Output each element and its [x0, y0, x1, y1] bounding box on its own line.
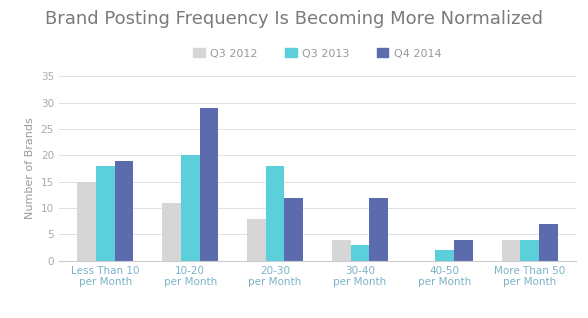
Legend: Q3 2012, Q3 2013, Q4 2014: Q3 2012, Q3 2013, Q4 2014 — [189, 44, 446, 63]
Bar — [350, 245, 369, 261]
Bar — [162, 203, 181, 261]
Bar — [332, 240, 350, 261]
Bar — [181, 156, 199, 261]
Bar — [369, 197, 388, 261]
Y-axis label: Number of Brands: Number of Brands — [25, 118, 35, 219]
Bar — [539, 224, 557, 261]
Bar — [199, 108, 218, 261]
Bar — [502, 240, 520, 261]
Bar — [96, 166, 115, 261]
Bar — [520, 240, 539, 261]
Bar — [247, 218, 266, 261]
Bar — [454, 240, 473, 261]
Text: Brand Posting Frequency Is Becoming More Normalized: Brand Posting Frequency Is Becoming More… — [45, 10, 543, 28]
Bar — [266, 166, 285, 261]
Bar — [436, 250, 454, 261]
Bar — [115, 161, 133, 261]
Bar — [78, 182, 96, 261]
Bar — [285, 197, 303, 261]
